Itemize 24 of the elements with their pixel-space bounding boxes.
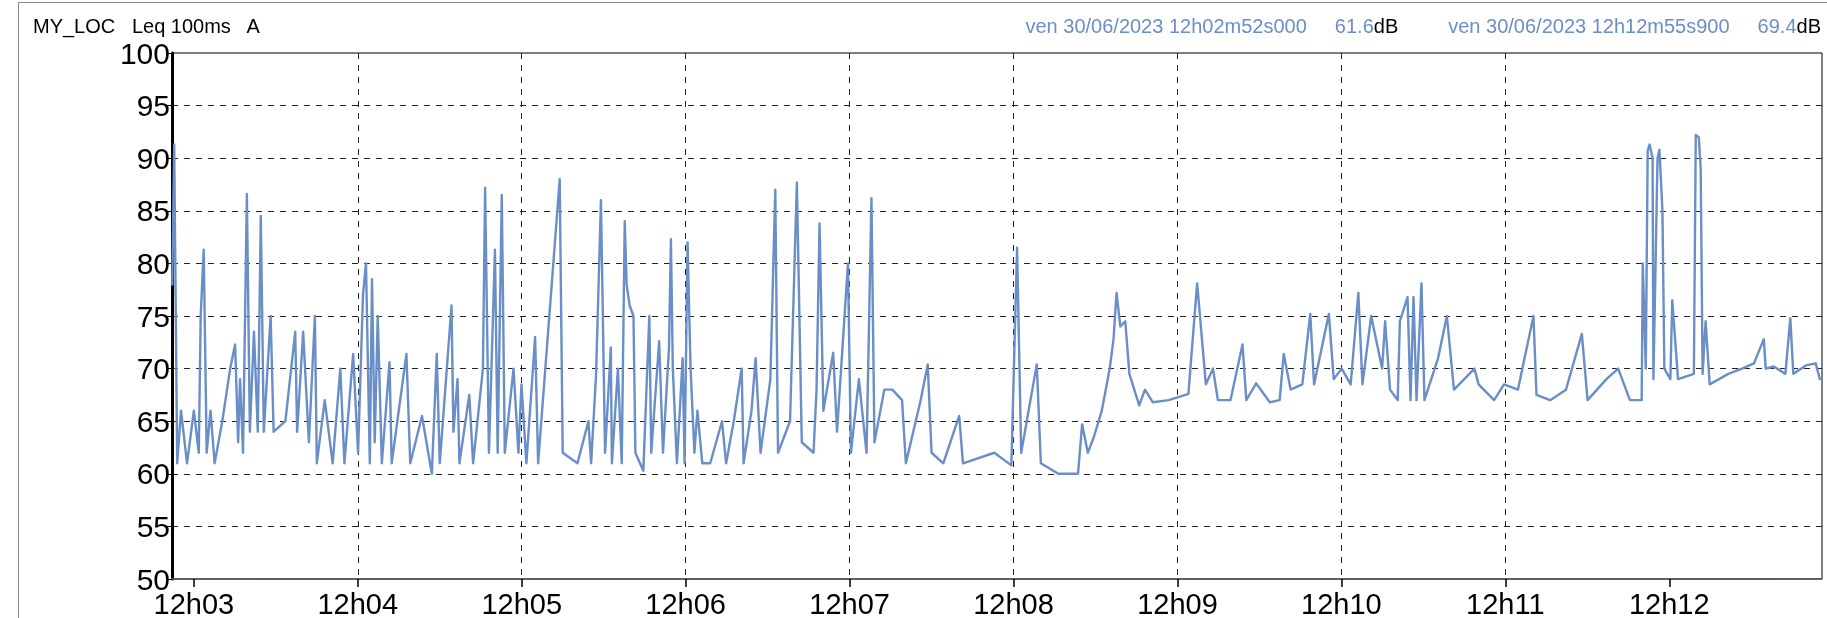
x-tick-label: 12h04 (317, 587, 399, 618)
y-tick-label: 75 (136, 299, 170, 333)
y-tick-label: 90 (136, 141, 170, 175)
x-tick-label: 12h10 (1301, 587, 1382, 618)
x-tick-label: 12h12 (1628, 587, 1710, 618)
y-tick-label: 80 (136, 246, 170, 280)
y-tick-label: 85 (136, 194, 170, 228)
y-tick-label: 95 (136, 89, 170, 123)
text: ven 30/06/2023 12h02m52s000 (1025, 15, 1307, 38)
y-tick-label: 60 (136, 457, 170, 491)
x-tick-label: 12h07 (809, 587, 890, 618)
x-tick-label: 12h06 (645, 587, 726, 618)
y-tick-label: 70 (136, 352, 170, 386)
y-tick-label: 55 (136, 509, 170, 543)
y-tick-label: 65 (136, 404, 170, 438)
text: 61.6dB (1334, 15, 1399, 37)
x-tick-label: 12h05 (481, 587, 563, 618)
x-tick-label: 12h09 (1137, 587, 1218, 618)
y-tick-label: 100 (119, 36, 170, 70)
text: ven 30/06/2023 12h12m55s900 (1448, 15, 1730, 38)
text: 69.4dB (1757, 15, 1821, 37)
x-tick-label: 12h11 (1466, 587, 1545, 618)
chart-title: MY_LOC Leq 100ms A (33, 15, 260, 38)
x-tick-label: 12h08 (973, 587, 1054, 618)
